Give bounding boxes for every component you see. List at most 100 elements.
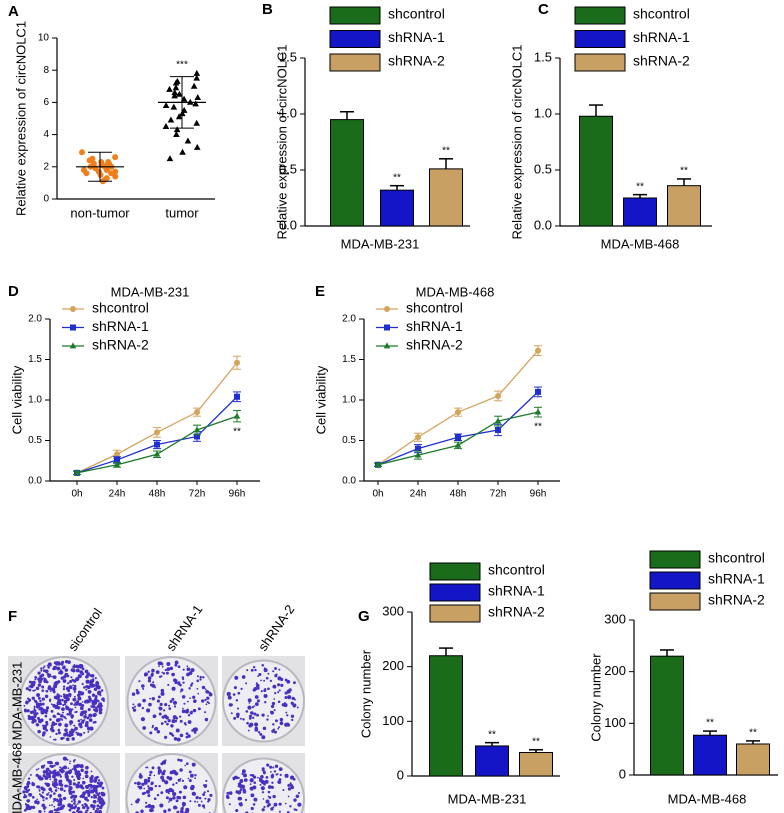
colony — [249, 778, 254, 783]
colony — [184, 764, 187, 767]
colony — [59, 670, 64, 675]
y-tick-label: 1.5 — [342, 354, 356, 365]
colony — [276, 773, 279, 775]
colony — [84, 797, 87, 801]
colony — [51, 728, 55, 733]
colony — [186, 708, 190, 712]
colony — [47, 666, 50, 669]
colony — [147, 679, 152, 683]
colony — [81, 667, 85, 671]
colony — [228, 803, 231, 806]
colony — [149, 731, 153, 735]
colony — [62, 685, 66, 688]
colony — [136, 691, 140, 695]
colony — [234, 675, 239, 680]
colony — [277, 727, 280, 730]
colony — [230, 703, 233, 707]
colony — [58, 681, 60, 684]
significance: ** — [393, 172, 401, 183]
colony — [280, 677, 284, 681]
colony — [143, 780, 148, 785]
colony — [56, 666, 61, 671]
colony — [26, 784, 30, 788]
colony — [200, 800, 203, 803]
colony — [206, 700, 209, 704]
colony — [170, 724, 174, 728]
colony — [71, 775, 74, 778]
colony — [79, 725, 83, 729]
colony — [49, 764, 52, 768]
colony — [79, 664, 84, 669]
colony — [241, 675, 246, 679]
colony — [157, 695, 161, 699]
colony — [96, 800, 99, 803]
point — [79, 149, 86, 156]
y-axis-label: Relative expression of circNOLC1 — [13, 21, 28, 216]
colony — [278, 778, 282, 781]
colony — [131, 692, 136, 696]
legend-label: shRNA-1 — [708, 571, 765, 587]
colony — [52, 675, 57, 680]
y-tick-label: 1.0 — [279, 105, 297, 120]
y-tick-label: 0.5 — [342, 435, 356, 446]
colony — [174, 806, 178, 810]
colony — [102, 699, 105, 703]
colony — [40, 669, 43, 672]
colony — [70, 800, 73, 803]
colony — [173, 737, 178, 741]
colony — [174, 663, 178, 667]
colony — [142, 687, 145, 690]
x-axis-label: MDA-MB-231 — [448, 791, 527, 806]
colony — [206, 690, 210, 694]
colony — [76, 770, 81, 775]
panel-letter: E — [315, 283, 325, 300]
colony — [283, 702, 286, 705]
colony — [267, 785, 272, 789]
colony — [94, 677, 97, 680]
colony — [251, 716, 255, 719]
colony — [174, 719, 178, 723]
colony — [226, 691, 231, 697]
colony — [138, 785, 143, 790]
colony — [26, 799, 28, 802]
colony — [181, 779, 185, 783]
colony — [271, 730, 274, 732]
colony — [197, 707, 201, 711]
colony — [42, 799, 45, 802]
colony — [40, 709, 43, 713]
colony — [26, 697, 30, 700]
colony — [271, 701, 276, 706]
colony — [271, 781, 274, 784]
colony — [191, 762, 196, 767]
colony — [158, 706, 163, 711]
colony — [73, 690, 76, 693]
colony — [73, 703, 76, 706]
colony — [65, 705, 68, 708]
colony — [254, 702, 259, 707]
colony — [89, 674, 93, 677]
colony — [187, 720, 192, 724]
colony — [267, 672, 270, 675]
colony — [145, 766, 147, 769]
colony — [277, 700, 281, 704]
colony — [246, 669, 249, 672]
colony — [192, 708, 197, 713]
colony — [95, 791, 98, 794]
colony — [261, 663, 264, 667]
colony — [274, 764, 279, 768]
colony — [249, 783, 252, 786]
colony — [45, 680, 48, 683]
y-tick-label: 0.0 — [342, 476, 356, 487]
colony — [253, 705, 256, 707]
colony — [270, 710, 274, 715]
colony — [73, 760, 75, 763]
colony — [242, 773, 247, 778]
colony — [62, 756, 67, 761]
colony — [161, 778, 165, 782]
colony — [263, 667, 266, 670]
colony — [64, 668, 69, 672]
colony — [189, 773, 194, 778]
colony — [190, 668, 195, 673]
colony — [130, 803, 133, 806]
colony — [23, 793, 26, 796]
